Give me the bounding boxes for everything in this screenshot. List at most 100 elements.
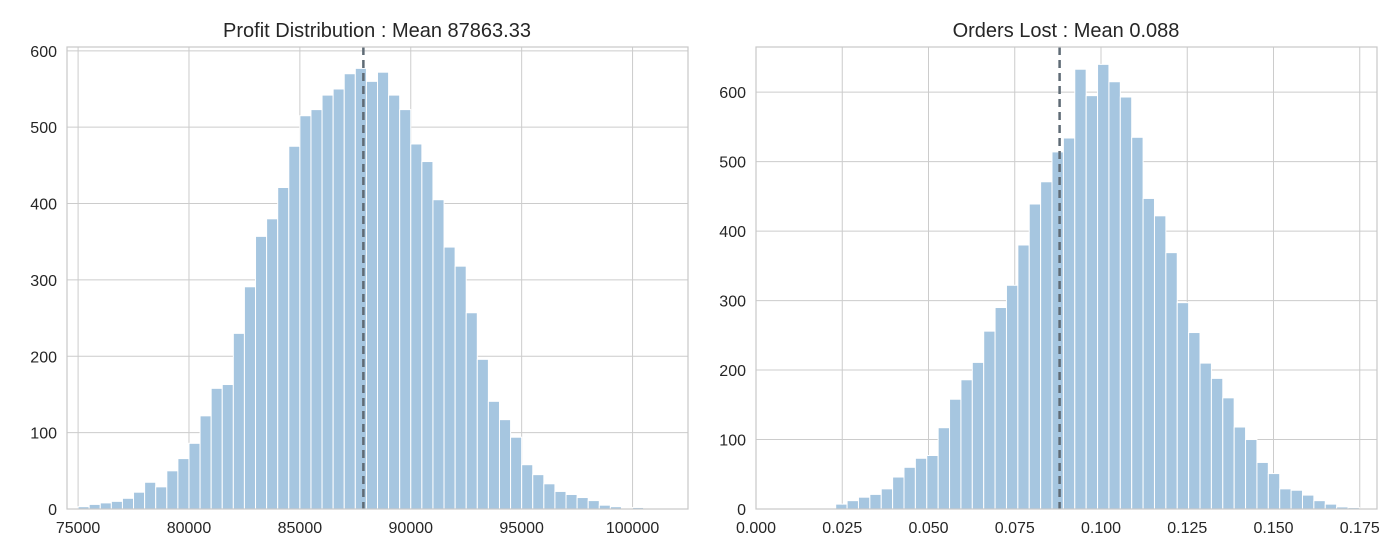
histogram-bar [1028, 203, 1042, 510]
histogram-bar [1279, 488, 1292, 510]
x-tick-label: 85000 [278, 520, 323, 537]
x-tick-label: 95000 [499, 520, 544, 537]
histogram-bar [443, 246, 456, 510]
histogram-bar [892, 476, 905, 510]
histogram-bar [835, 503, 848, 510]
histogram-bar [1005, 284, 1019, 510]
histogram-bar [1267, 473, 1281, 510]
histogram-bar [869, 493, 882, 510]
histogram-bar [971, 361, 985, 510]
histogram-bar [1017, 244, 1030, 510]
histogram-bar [1222, 397, 1235, 510]
histogram-bar [133, 491, 146, 510]
y-tick-label: 500 [719, 155, 746, 172]
histogram-bar [1188, 332, 1201, 510]
histogram-bar [1199, 362, 1212, 510]
histogram-bar [277, 187, 290, 510]
y-tick-label: 300 [30, 273, 57, 290]
histogram-bar [521, 464, 534, 510]
histogram-bar [199, 415, 212, 510]
y-tick-label: 500 [30, 120, 57, 137]
histogram-bar [1131, 136, 1144, 510]
histogram-bar [88, 503, 101, 510]
histogram-bar [432, 199, 445, 510]
histogram-bar [99, 502, 112, 510]
histogram-bar [1233, 426, 1247, 510]
histogram-bar [1210, 377, 1224, 510]
y-tick-label: 100 [30, 426, 57, 443]
histogram-bar [388, 94, 401, 510]
x-tick-label: 0.100 [1081, 520, 1121, 537]
histogram-bar [421, 161, 434, 510]
histogram-bar [410, 143, 423, 510]
histogram-bar [288, 145, 301, 510]
histogram-bar [1313, 500, 1326, 510]
histogram-bar [255, 235, 268, 510]
histogram-bar [166, 470, 179, 510]
y-axis-ticks: 0 100 200 300 400 500 600 [719, 85, 746, 519]
y-axis-ticks: 0 100 200 300 400 500 600 [30, 44, 57, 519]
chart-title: Orders Lost : Mean 0.088 [953, 20, 1180, 42]
x-tick-label: 0.125 [1167, 520, 1207, 537]
histogram-bar [857, 496, 871, 510]
y-tick-label: 600 [30, 44, 57, 61]
histogram-bar [155, 486, 168, 510]
histogram-bar [510, 436, 523, 510]
histogram-bar [465, 312, 478, 510]
histogram-bar [232, 332, 245, 510]
chart-profit-distribution: Profit Distribution : Mean 87863.33 0 100… [30, 20, 689, 537]
histogram-bar [1324, 503, 1338, 510]
y-tick-label: 200 [30, 349, 57, 366]
histogram-bar [960, 379, 973, 510]
histogram-bar [914, 457, 928, 510]
histogram-bar [587, 500, 600, 510]
histogram-bar [476, 358, 489, 510]
histogram-bar [399, 109, 412, 510]
histogram-bar [1301, 494, 1315, 510]
y-tick-label: 200 [719, 363, 746, 380]
histogram-bar [1153, 215, 1167, 510]
histogram-bar [299, 115, 312, 510]
x-tick-label: 0.175 [1340, 520, 1380, 537]
histogram-bar [1051, 151, 1064, 510]
histogram-bar [188, 442, 201, 510]
histogram-bar [121, 497, 135, 510]
x-tick-label: 80000 [167, 520, 212, 537]
histogram-bar [243, 286, 257, 510]
y-tick-label: 300 [719, 294, 746, 311]
x-tick-label: 100000 [606, 520, 659, 537]
histogram-bar [926, 455, 939, 510]
x-tick-label: 0.050 [908, 520, 948, 537]
histogram-bar [310, 109, 323, 510]
histogram-bar [377, 71, 390, 510]
x-tick-label: 0.150 [1253, 520, 1293, 537]
histogram-bar [177, 458, 190, 510]
histogram-bar [543, 483, 556, 510]
x-tick-label: 0.075 [995, 520, 1035, 537]
histogram-bar [1256, 461, 1269, 510]
histogram-bar [1290, 489, 1303, 510]
x-tick-label: 0.000 [736, 520, 776, 537]
y-tick-label: 0 [737, 502, 746, 519]
x-axis-ticks: 0.000 0.025 0.050 0.075 0.100 0.125 0.150 0.175 [736, 520, 1380, 537]
chart-orders-lost: Orders Lost : Mean 0.088 0 100 200 300 400 50… [719, 20, 1380, 537]
histogram-bar [1245, 439, 1258, 510]
x-tick-label: 0.025 [822, 520, 862, 537]
histogram-bar [1165, 252, 1178, 510]
histogram-bar [937, 427, 951, 510]
histogram-bar [1074, 68, 1087, 510]
histogram-bar [321, 94, 334, 510]
y-tick-label: 400 [719, 224, 746, 241]
histogram-bar [983, 330, 996, 510]
histogram-bar [343, 73, 356, 510]
histogram-bar [1085, 95, 1099, 510]
histogram-bars [823, 63, 1372, 510]
y-tick-label: 100 [719, 433, 746, 450]
histogram-bar [110, 500, 123, 510]
histogram-bar [949, 398, 962, 510]
histogram-bar [354, 67, 367, 510]
histogram-bar [266, 218, 279, 510]
histogram-bar [1119, 96, 1133, 510]
y-tick-label: 0 [48, 502, 57, 519]
